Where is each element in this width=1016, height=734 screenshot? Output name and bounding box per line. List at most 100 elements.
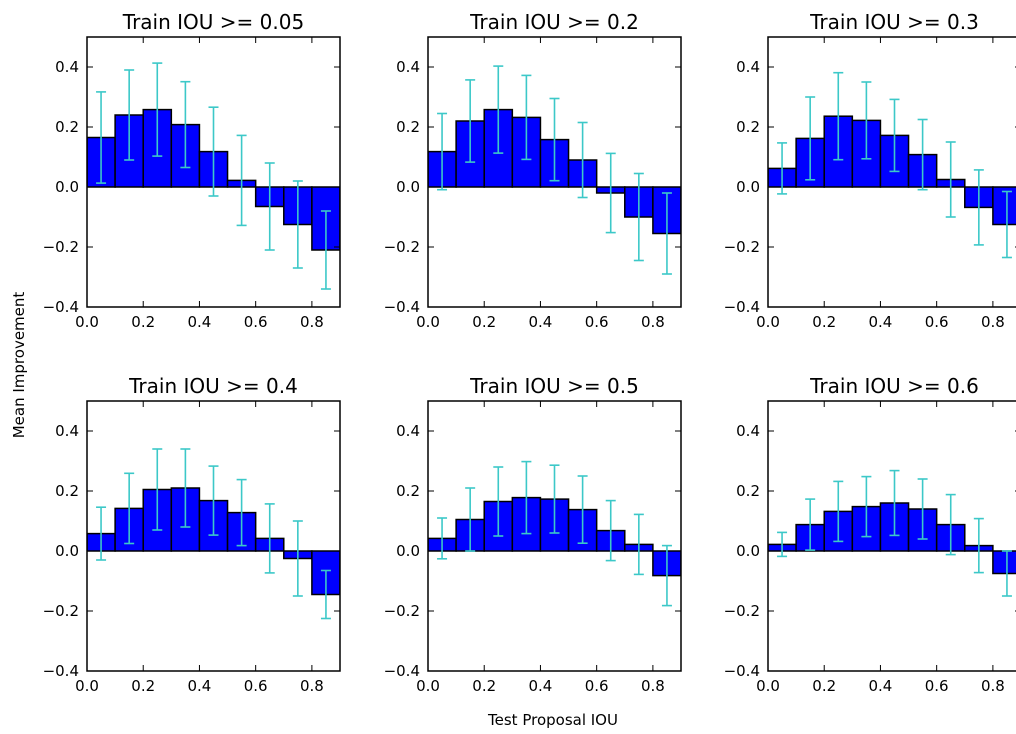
y-tick-label: 0.2 (396, 482, 420, 500)
x-tick-label: 0.6 (244, 677, 268, 695)
error-bar (292, 180, 303, 269)
error-bar (861, 81, 872, 160)
y-tick-label: 0.2 (396, 118, 420, 136)
bar (992, 550, 1016, 575)
y-tick-label: −0.2 (384, 602, 420, 620)
x-tick-label: 0.6 (925, 313, 949, 331)
error-bar (973, 517, 984, 574)
y-tick-label: −0.4 (384, 298, 420, 316)
error-bar (493, 466, 504, 537)
y-tick-label: −0.2 (384, 238, 420, 256)
y-tick-label: 0.0 (396, 542, 420, 560)
error-bar (973, 169, 984, 246)
x-tick-label: 0.0 (756, 677, 780, 695)
y-tick-label: 0.0 (55, 178, 79, 196)
axes-frame (427, 36, 682, 308)
y-tick-label: 0.4 (55, 58, 79, 76)
y-tick-label: 0.0 (396, 178, 420, 196)
error-bar (805, 96, 816, 181)
error-bar (661, 544, 672, 607)
axes-frame (86, 400, 341, 672)
y-tick-label: 0.0 (55, 542, 79, 560)
y-tick-label: 0.0 (736, 542, 760, 560)
x-tick-label: 0.0 (756, 313, 780, 331)
y-tick-label: −0.2 (43, 602, 79, 620)
error-bar (180, 448, 191, 528)
error-bar (549, 464, 560, 534)
plot-area (87, 62, 340, 290)
subplot-3: −0.4 −0.2 0.0 0.2 0.4 0.0 0.2 0.4 0.6 0.8 Train IO… (724, 10, 1016, 331)
x-tick-label: 0.2 (131, 677, 155, 695)
subplot-title: Train IOU >= 0.4 (128, 374, 298, 398)
error-bar (633, 513, 644, 576)
y-tick-label: −0.4 (724, 662, 760, 680)
error-bar (152, 448, 163, 531)
x-tick-label: 0.2 (812, 313, 836, 331)
subplot-grid: −0.4 −0.2 0.0 0.2 0.4 0.0 0.2 0.4 0.6 0.8 Train IO… (43, 10, 1016, 695)
y-tick-label: 0.4 (55, 422, 79, 440)
error-bar (833, 480, 844, 543)
error-bar (96, 91, 107, 184)
y-tick-label: −0.4 (724, 298, 760, 316)
plot-area (428, 65, 681, 275)
x-tick-label: 0.0 (416, 313, 440, 331)
axes-frame (427, 400, 682, 672)
y-tick-label: −0.4 (43, 662, 79, 680)
y-tick-label: 0.2 (736, 118, 760, 136)
y-tick-label: −0.2 (724, 238, 760, 256)
bar (992, 186, 1016, 226)
y-tick-label: −0.2 (724, 602, 760, 620)
error-bar (180, 80, 191, 169)
subplot-title: Train IOU >= 0.6 (809, 374, 979, 398)
plot-area (768, 469, 1016, 597)
error-bar (437, 112, 448, 191)
y-tick-label: 0.2 (55, 118, 79, 136)
y-tick-label: 0.4 (396, 422, 420, 440)
plot-area (87, 448, 340, 620)
error-bar (521, 460, 532, 535)
plot-area (768, 71, 1016, 259)
plot-area (428, 460, 681, 607)
axes-frame (767, 400, 1016, 672)
x-tick-label: 0.8 (300, 313, 324, 331)
subplot-title: Train IOU >= 0.3 (809, 10, 979, 34)
error-bar (320, 569, 331, 620)
error-bar (96, 506, 107, 561)
y-tick-label: 0.4 (736, 58, 760, 76)
error-bar (493, 65, 504, 154)
axes-frame (767, 36, 1016, 308)
x-tick-label: 0.6 (925, 677, 949, 695)
y-tick-label: −0.2 (43, 238, 79, 256)
x-tick-label: 0.4 (869, 677, 893, 695)
error-bar (1001, 190, 1012, 259)
error-bar (605, 499, 616, 562)
y-tick-label: 0.4 (396, 58, 420, 76)
error-bar (777, 142, 788, 195)
x-tick-label: 0.2 (812, 677, 836, 695)
error-bar (945, 493, 956, 556)
x-tick-label: 0.4 (188, 677, 212, 695)
y-tick-label: −0.4 (384, 662, 420, 680)
y-tick-label: 0.4 (736, 422, 760, 440)
error-bar (577, 121, 588, 199)
x-tick-label: 0.6 (244, 313, 268, 331)
x-tick-label: 0.4 (188, 313, 212, 331)
error-bar (208, 106, 219, 197)
x-tick-label: 0.8 (300, 677, 324, 695)
subplot-6: −0.4 −0.2 0.0 0.2 0.4 0.0 0.2 0.4 0.6 0.8 Train IO… (724, 374, 1016, 695)
x-tick-label: 0.4 (869, 313, 893, 331)
subplot-5: −0.4 −0.2 0.0 0.2 0.4 0.0 0.2 0.4 0.6 0.8 Train IO… (384, 374, 682, 695)
error-bar (1001, 550, 1012, 597)
figure-xlabel: Test Proposal IOU (487, 711, 618, 729)
error-bar (124, 69, 135, 161)
subplot-1: −0.4 −0.2 0.0 0.2 0.4 0.0 0.2 0.4 0.6 0.8 Train IO… (43, 10, 341, 331)
y-tick-label: −0.4 (43, 298, 79, 316)
x-tick-label: 0.4 (529, 313, 553, 331)
x-tick-label: 0.6 (585, 313, 609, 331)
error-bar (320, 210, 331, 290)
x-tick-label: 0.8 (981, 677, 1005, 695)
x-tick-label: 0.6 (585, 677, 609, 695)
error-bar (264, 503, 275, 574)
x-tick-label: 0.2 (131, 313, 155, 331)
subplot-4: −0.4 −0.2 0.0 0.2 0.4 0.0 0.2 0.4 0.6 0.8 Train IO… (43, 374, 341, 695)
